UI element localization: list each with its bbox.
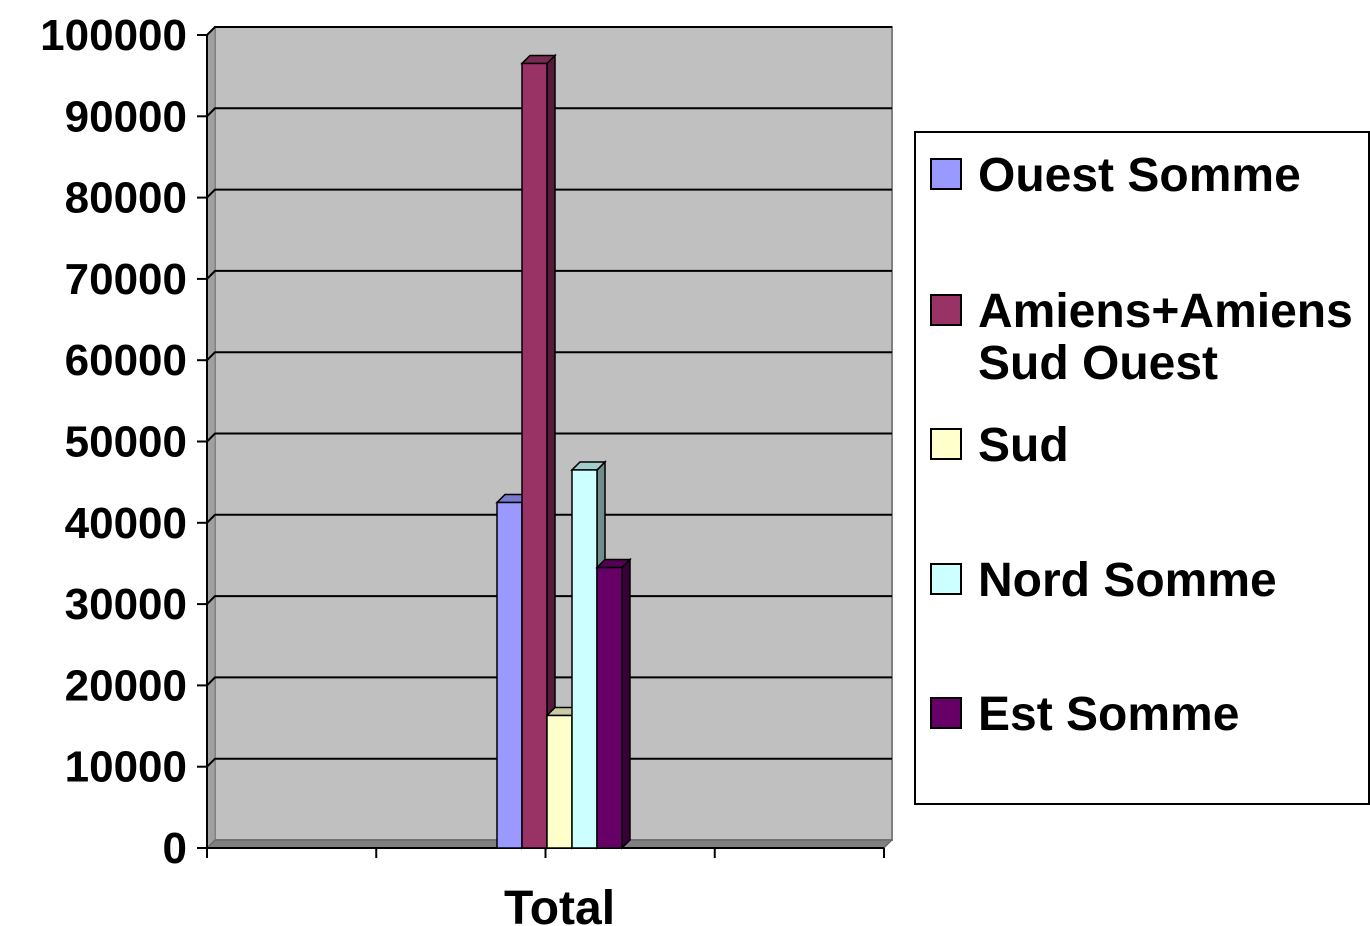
bar-front xyxy=(546,714,573,849)
gridline xyxy=(206,432,892,443)
legend-label: Sud xyxy=(978,419,1069,472)
gridline xyxy=(206,676,892,687)
legend-item-ouest-somme: Ouest Somme xyxy=(930,150,1358,202)
bars xyxy=(495,53,632,850)
y-tick-label: 100000 xyxy=(40,11,187,60)
legend-item-nord-somme: Nord Somme xyxy=(930,555,1358,607)
gridline xyxy=(206,107,892,118)
gridline xyxy=(206,351,892,361)
y-tick-label: 90000 xyxy=(65,92,187,141)
axis-labels: 0 10000 20000 30000 40000 50000 60000 70000 8000… xyxy=(40,11,615,926)
legend-label: Ouest Somme xyxy=(978,149,1301,202)
bar-front xyxy=(521,62,548,849)
y-tick-label: 70000 xyxy=(65,255,187,304)
bar-est-somme xyxy=(595,557,632,850)
y-tick-label: 40000 xyxy=(65,499,187,548)
legend-item-sud: Sud xyxy=(930,420,1358,472)
legend-label: Nord Somme xyxy=(978,554,1277,607)
y-tick-label: 80000 xyxy=(65,174,187,223)
gridline xyxy=(206,595,892,605)
legend-swatch xyxy=(930,697,962,729)
legend-label: Est Somme xyxy=(978,688,1240,741)
bar-nord-somme xyxy=(570,460,607,850)
bar-front xyxy=(496,501,523,849)
gridline xyxy=(206,757,892,768)
bar-side xyxy=(621,557,631,850)
x-category-label: Total xyxy=(504,882,615,926)
y-tick-label: 20000 xyxy=(65,661,187,710)
legend-swatch xyxy=(930,428,962,460)
y-tick-label: 60000 xyxy=(65,336,187,385)
y-tick-label: 30000 xyxy=(65,580,187,629)
bar-front xyxy=(596,566,623,849)
gridline xyxy=(206,513,892,524)
legend: Ouest Somme Amiens+Amiens Sud Ouest Sud … xyxy=(914,131,1370,805)
legend-item-est-somme: Est Somme xyxy=(930,689,1358,741)
gridlines xyxy=(206,26,892,768)
legend-label: Amiens+Amiens Sud Ouest xyxy=(978,285,1353,390)
bar-front xyxy=(571,469,598,849)
gridline xyxy=(206,26,892,36)
bar-amiens-amiens-sud-ouest xyxy=(520,53,557,850)
y-tick-label: 50000 xyxy=(65,418,187,467)
y-tick-label: 10000 xyxy=(65,743,187,792)
legend-item-amiens: Amiens+Amiens Sud Ouest xyxy=(930,286,1358,390)
legend-swatch xyxy=(930,158,962,190)
legend-swatch xyxy=(930,294,962,326)
gridline xyxy=(206,269,892,280)
gridline xyxy=(206,188,892,199)
legend-swatch xyxy=(930,563,962,595)
y-tick-label: 0 xyxy=(163,824,187,873)
